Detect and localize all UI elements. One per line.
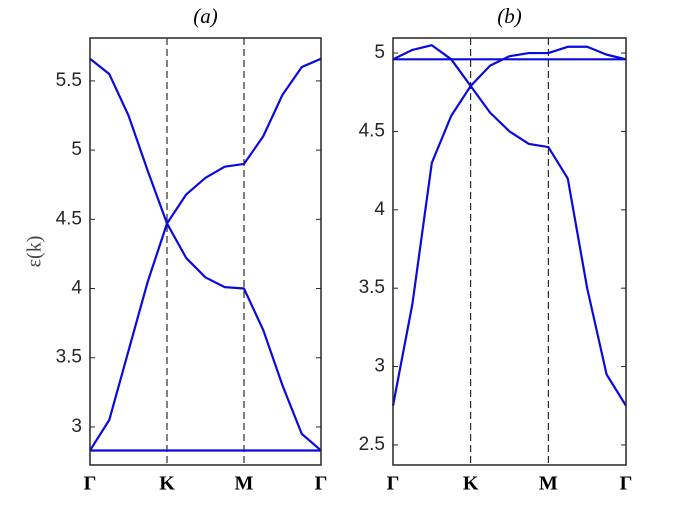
y-tick-label: 3	[374, 356, 385, 377]
y-tick-label: 4	[374, 199, 385, 220]
band-line	[391, 45, 627, 406]
x-tick-label: Γ	[315, 473, 328, 495]
x-tick-label: K	[463, 473, 479, 495]
x-tick-label: K	[159, 473, 175, 495]
y-axis-label: ε(k)	[24, 236, 46, 268]
y-tick-label: 4.5	[359, 120, 385, 141]
band-line	[89, 57, 322, 452]
axes-frame	[392, 37, 627, 466]
panel-title: (b)	[497, 4, 522, 28]
y-tick-label: 2.5	[359, 434, 385, 455]
y-tick-label: 4.5	[56, 208, 82, 229]
y-tick-label: 5	[71, 139, 82, 160]
y-tick-label: 3.5	[359, 277, 385, 298]
y-tick-label: 5	[374, 42, 385, 63]
x-tick-label: Γ	[84, 473, 97, 495]
y-tick-label: 3	[71, 416, 82, 437]
x-tick-label: Γ	[620, 473, 633, 495]
axes-frame	[89, 37, 322, 466]
y-tick-label: 3.5	[56, 347, 82, 368]
band-line	[89, 57, 322, 452]
band-line	[392, 44, 627, 407]
y-tick-label: 4	[71, 278, 82, 299]
x-tick-label: M	[235, 473, 254, 495]
x-tick-label: Γ	[387, 473, 400, 495]
x-tick-label: M	[539, 473, 558, 495]
panel-title: (a)	[193, 4, 218, 28]
y-tick-label: 5.5	[56, 70, 82, 91]
